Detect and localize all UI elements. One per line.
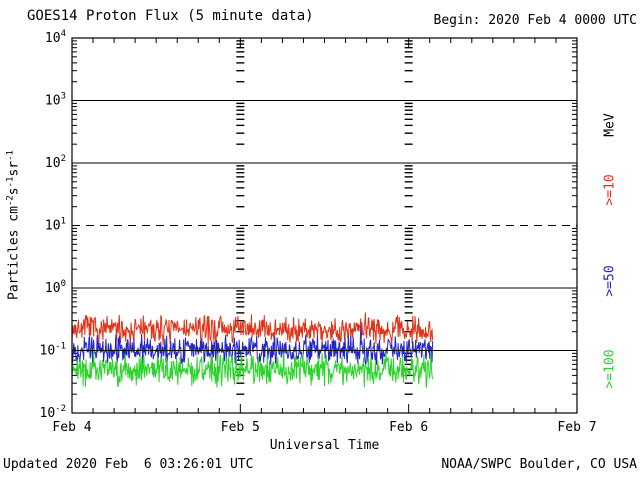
x-tick-label: Feb 6	[389, 420, 428, 435]
y-tick-label: 104	[45, 29, 66, 46]
x-tick-label: Feb 5	[221, 420, 260, 435]
legend-label-ge10: >=10	[602, 174, 618, 206]
x-axis-label: Universal Time	[269, 438, 380, 453]
x-tick-label: Feb 7	[557, 420, 596, 435]
source-credit: NOAA/SWPC Boulder, CO USA	[441, 457, 637, 472]
legend-label-ge50: >=50	[602, 265, 618, 297]
y-tick-label: 10-1	[40, 342, 67, 359]
y-tick-label: 100	[45, 279, 66, 296]
right-axis-unit-label: MeV	[602, 113, 618, 137]
x-tick-label: Feb 4	[52, 420, 91, 435]
y-tick-label: 103	[45, 92, 66, 109]
y-tick-label: 102	[45, 154, 66, 171]
legend-label-ge100: >=100	[602, 349, 618, 389]
y-axis-label: Particles cm-2s-1sr-1	[5, 150, 22, 300]
begin-timestamp: Begin: 2020 Feb 4 0000 UTC	[433, 13, 638, 28]
page-title: GOES14 Proton Flux (5 minute data)	[27, 8, 314, 24]
y-tick-label: 10-2	[40, 404, 67, 421]
y-tick-label: 101	[45, 217, 66, 234]
updated-timestamp: Updated 2020 Feb 6 03:26:01 UTC	[3, 457, 254, 472]
